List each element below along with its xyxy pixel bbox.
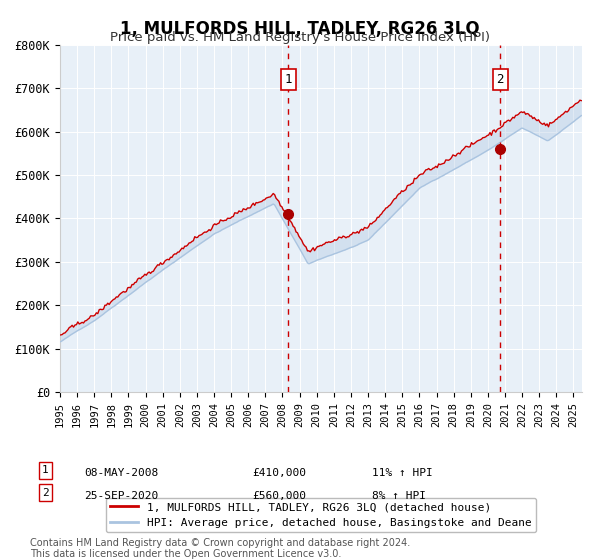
Text: 25-SEP-2020: 25-SEP-2020 bbox=[84, 491, 158, 501]
Text: 11% ↑ HPI: 11% ↑ HPI bbox=[372, 468, 433, 478]
Text: 08-MAY-2008: 08-MAY-2008 bbox=[84, 468, 158, 478]
Text: 2: 2 bbox=[42, 488, 49, 498]
Text: 8% ↑ HPI: 8% ↑ HPI bbox=[372, 491, 426, 501]
Legend: 1, MULFORDS HILL, TADLEY, RG26 3LQ (detached house), HPI: Average price, detache: 1, MULFORDS HILL, TADLEY, RG26 3LQ (deta… bbox=[106, 498, 536, 532]
Text: 1, MULFORDS HILL, TADLEY, RG26 3LQ: 1, MULFORDS HILL, TADLEY, RG26 3LQ bbox=[120, 20, 480, 38]
Text: £560,000: £560,000 bbox=[252, 491, 306, 501]
Text: Contains HM Land Registry data © Crown copyright and database right 2024.
This d: Contains HM Land Registry data © Crown c… bbox=[30, 538, 410, 559]
Text: 1: 1 bbox=[285, 73, 292, 86]
Text: 1: 1 bbox=[42, 465, 49, 475]
Text: Price paid vs. HM Land Registry's House Price Index (HPI): Price paid vs. HM Land Registry's House … bbox=[110, 31, 490, 44]
Text: 2: 2 bbox=[497, 73, 504, 86]
Text: £410,000: £410,000 bbox=[252, 468, 306, 478]
